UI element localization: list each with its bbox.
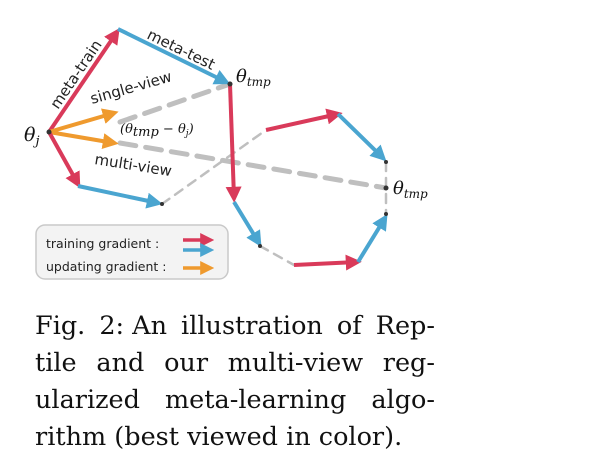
point-theta-j [46, 129, 52, 135]
label-diff: (θtmp − θj) [120, 122, 194, 140]
point-lower-left [160, 202, 164, 206]
legend-training-label: training gradient : [46, 236, 159, 251]
caption-label: Fig. 2: [35, 311, 125, 341]
point-theta-tmp-right [383, 185, 389, 191]
point-theta-tmp-top [227, 81, 233, 87]
arrow-update-multi [48, 130, 119, 150]
caption-text: An illustration of Rep­tile and our mult… [35, 311, 435, 452]
arrow-multi-view-red-1 [47, 131, 81, 189]
legend-updating-label: updating gradient : [46, 259, 167, 274]
arrow-multi-view-red-3 [293, 254, 362, 271]
label-meta-test: meta-test [144, 25, 218, 73]
arrow-meta-test [117, 27, 231, 85]
label-theta-j: θj [24, 124, 39, 149]
arrow-multi-view-blue-4 [336, 112, 387, 162]
arrow-multi-view-blue-2 [232, 200, 262, 248]
reptile-illustration: meta-train meta-test single-view multi-v… [24, 25, 428, 280]
point-center-bottom [258, 244, 262, 248]
points [46, 81, 389, 248]
point-right-top [384, 160, 388, 164]
figure-caption: Fig. 2: An illustration of Rep­tile and o… [35, 308, 435, 456]
dashed-single-view [117, 81, 233, 125]
arrow-update-single [48, 108, 119, 134]
point-right-bottom [384, 212, 388, 216]
arrow-multi-view-blue-3 [356, 213, 388, 264]
arrow-multi-view-blue-1 [77, 184, 163, 209]
arrow-multi-view-red-4 [265, 108, 343, 132]
label-theta-tmp-right: θtmp [393, 178, 428, 201]
label-multi-view: multi-view [93, 150, 173, 180]
label-single-view: single-view [88, 67, 174, 107]
dashed-bottom-chain [258, 244, 296, 267]
arrow-meta-train [47, 28, 120, 134]
legend-box: training gradient : updating gradient : [35, 224, 229, 280]
arrow-multi-view-red-2 [225, 83, 242, 203]
dashed-left-chain [160, 128, 268, 206]
label-theta-tmp-top: θtmp [236, 66, 271, 89]
dashed-multi-view [117, 140, 389, 191]
